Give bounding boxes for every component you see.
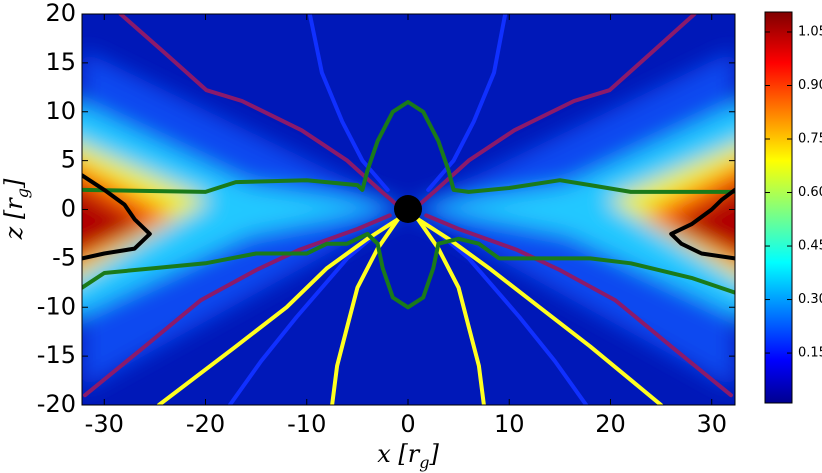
colorbar-tick-label: 0.60 [798,185,822,200]
contour-line [330,217,400,405]
x-tick-label: 20 [595,410,626,438]
x-axis-label: x [rg] [377,440,439,472]
contour-line [426,14,508,192]
y-tick-label: 5 [61,146,76,174]
y-tick-label: -10 [37,292,76,320]
y-tick-label: -5 [52,243,76,271]
y-tick-label: 15 [45,48,76,76]
y-tick-label: -20 [37,390,76,418]
colorbar [764,11,793,404]
contour-line [82,173,152,261]
colorbar-tick-label: 0.15 [798,346,822,361]
contour-line [414,14,697,210]
y-tick-label: 0 [61,195,76,223]
x-tick-label: -20 [186,410,225,438]
contour-line [82,100,735,194]
colorbar-tick-label: 0.75 [798,132,822,147]
colorbar-tick-label: 0.90 [798,78,822,93]
contour-line [416,217,486,405]
heatmap [82,14,735,405]
x-tick-label: -30 [85,410,124,438]
contour-line [416,217,664,405]
colorbar-tick-label: 1.05 [798,24,822,39]
contour-line [118,14,402,210]
x-tick-label: 0 [400,410,415,438]
contour-line [82,231,735,310]
contour-line [83,213,392,398]
y-tick-label: 10 [45,97,76,125]
y-axis-label: z [rg] [0,178,32,240]
contour-line [426,222,589,405]
contour-line [669,187,735,261]
y-tick-label: 20 [45,0,76,27]
colorbar-tick-label: 0.45 [798,239,822,254]
contour-line [307,14,390,192]
y-tick-label: -15 [37,341,76,369]
contour-line [424,213,733,398]
x-tick-label: 10 [494,410,525,438]
colorbar-tick-label: 0.30 [798,292,822,307]
contour-line [156,217,400,405]
contour-line [227,222,390,405]
x-tick-label: 30 [696,410,727,438]
x-tick-label: -10 [287,410,326,438]
